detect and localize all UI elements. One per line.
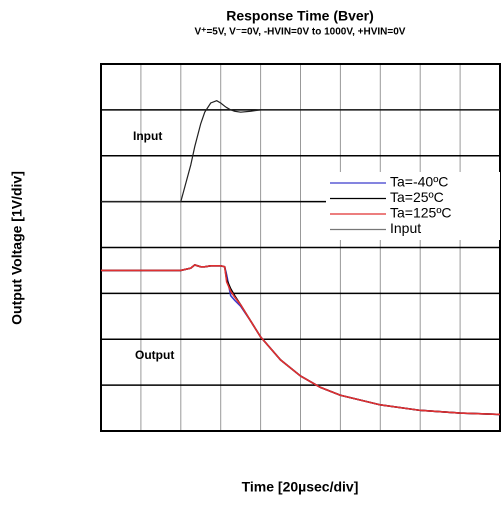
annotation: Input <box>133 129 162 143</box>
legend-label: Input <box>390 220 421 236</box>
legend-label: Ta=125ºC <box>390 205 452 221</box>
chart-title: Response Time (Bver) <box>226 8 374 24</box>
legend-label: Ta=-40ºC <box>390 174 448 190</box>
x-axis-label: Time [20µsec/div] <box>242 479 359 495</box>
chart-subtitle: V⁺=5V, V⁻=0V, -HVIN=0V to 1000V, +HVIN=0… <box>195 27 406 38</box>
series-line <box>101 264 501 416</box>
annotation: Output <box>135 348 174 362</box>
legend-label: Ta=25ºC <box>390 189 444 205</box>
plot-frame <box>100 63 501 432</box>
series-line <box>101 100 500 203</box>
y-axis-label: Output Voltage [1V/div] <box>9 171 25 325</box>
